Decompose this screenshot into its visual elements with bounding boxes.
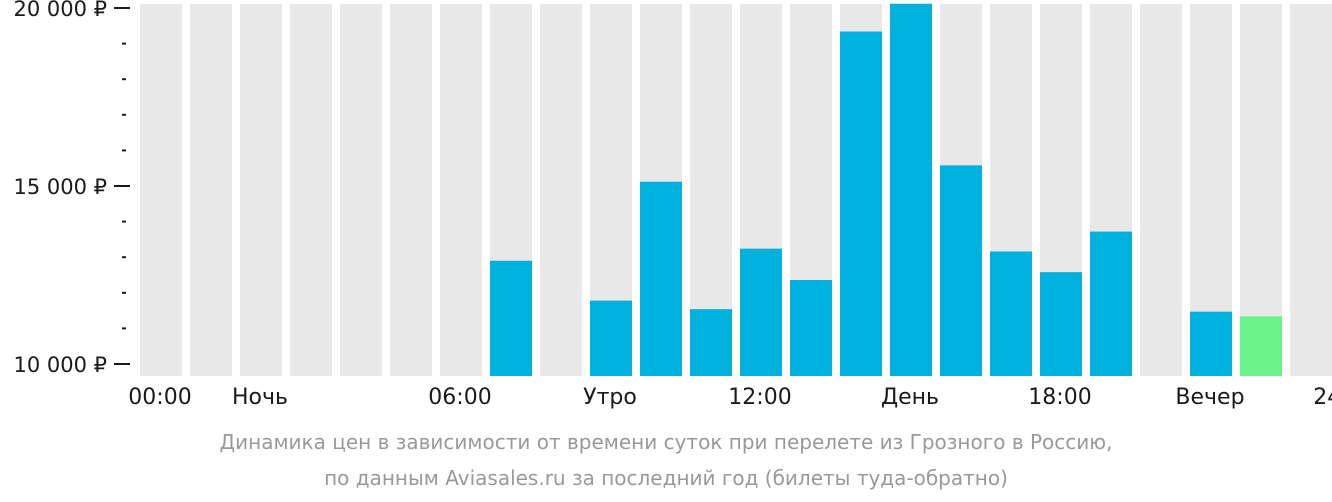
bar-17:00 <box>990 251 1032 376</box>
x-tick-label: 24:00 <box>1313 385 1332 410</box>
bar-22:00 <box>1240 316 1282 376</box>
y-tick-label: 15 000 ₽ <box>13 175 107 199</box>
x-tick-label: 12:00 <box>728 385 791 410</box>
bar-16:00 <box>940 165 982 376</box>
bar-slot-background <box>190 4 232 376</box>
bar-slot-background <box>440 4 482 376</box>
bar-12:00 <box>740 248 782 376</box>
x-tick-label: Ночь <box>232 385 288 410</box>
bar-slot-background <box>540 4 582 376</box>
x-tick-label: 06:00 <box>428 385 491 410</box>
bar-19:00 <box>1090 231 1132 376</box>
x-tick-label: 00:00 <box>128 385 191 410</box>
bar-slot-background <box>1290 4 1332 376</box>
bar-11:00 <box>690 309 732 376</box>
x-tick-label: Утро <box>583 385 637 410</box>
bar-18:00 <box>1040 272 1082 376</box>
bar-14:00 <box>840 31 882 376</box>
bar-slot-background <box>140 4 182 376</box>
bar-07:00 <box>490 260 532 376</box>
bar-15:00 <box>890 3 932 377</box>
bar-10:00 <box>640 181 682 376</box>
bar-slot-background <box>390 4 432 376</box>
bar-21:00 <box>1190 311 1232 376</box>
y-tick-label: 10 000 ₽ <box>13 353 107 377</box>
x-tick-label: День <box>881 385 939 410</box>
bar-13:00 <box>790 279 832 376</box>
x-tick-label: 18:00 <box>1028 385 1091 410</box>
bar-slot-background <box>1140 4 1182 376</box>
chart-caption-line1: Динамика цен в зависимости от времени су… <box>219 430 1113 454</box>
bar-09:00 <box>590 300 632 376</box>
bar-slot-background <box>290 4 332 376</box>
x-tick-label: Вечер <box>1175 385 1244 410</box>
y-tick-label: 20 000 ₽ <box>13 0 107 21</box>
bar-slot-background <box>240 4 282 376</box>
price-by-time-chart: 20 000 ₽ 15 000 ₽ 10 000 ₽ 00:00 Ночь 06:00 Ут… <box>13 0 1332 410</box>
bar-slot-background <box>340 4 382 376</box>
chart-caption-line2: по данным Aviasales.ru за последний год … <box>324 466 1008 490</box>
bar-slot-background <box>1240 4 1282 376</box>
